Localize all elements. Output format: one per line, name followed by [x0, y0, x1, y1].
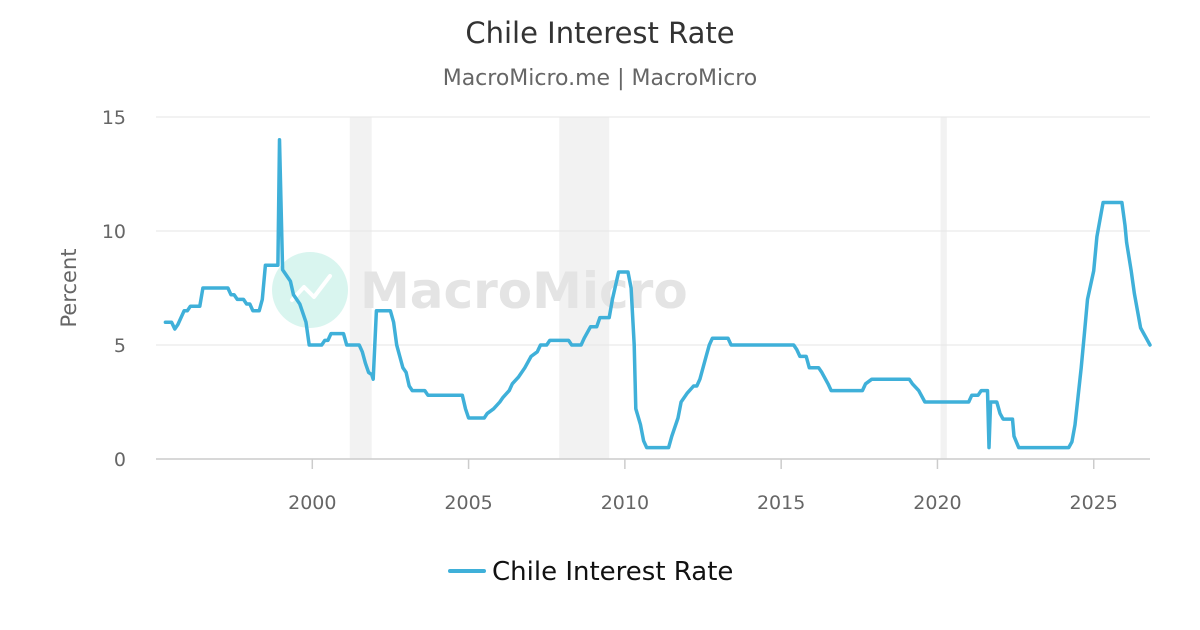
recession-band-1 [559, 117, 610, 459]
y-tick-label-5: 5 [114, 335, 126, 357]
x-tick-label-2015: 2015 [757, 492, 805, 514]
chart-title: Chile Interest Rate [465, 16, 734, 50]
x-tick-label-2000: 2000 [288, 492, 336, 514]
axes: 0 5 10 15 2000 2005 2010 2015 2020 2025 [102, 107, 1150, 514]
y-tick-label-0: 0 [114, 449, 126, 471]
x-tick-label-2025: 2025 [1070, 492, 1118, 514]
watermark-trend-icon [290, 274, 332, 302]
x-tick-label-2020: 2020 [913, 492, 961, 514]
chart-subtitle: MacroMicro.me | MacroMicro [443, 66, 758, 91]
recession-band-2 [940, 117, 947, 459]
y-axis-title: Percent [57, 248, 81, 327]
watermark-logo-icon [272, 252, 348, 328]
series-layer [163, 138, 1152, 450]
recession-bands [349, 117, 947, 459]
x-tick-label-2010: 2010 [601, 492, 649, 514]
x-tick-label-2005: 2005 [444, 492, 492, 514]
legend-item-0[interactable]: Chile Interest Rate [448, 557, 733, 587]
y-tick-label-10: 10 [102, 221, 126, 243]
series-line-0 [163, 138, 1152, 450]
recession-band-0 [349, 117, 372, 459]
legend-label-0: Chile Interest Rate [492, 557, 733, 587]
watermark-text: MacroMicro [360, 262, 688, 320]
watermark: MacroMicro [272, 252, 688, 328]
y-tick-label-15: 15 [102, 107, 126, 129]
legend[interactable]: Chile Interest Rate [448, 557, 733, 587]
